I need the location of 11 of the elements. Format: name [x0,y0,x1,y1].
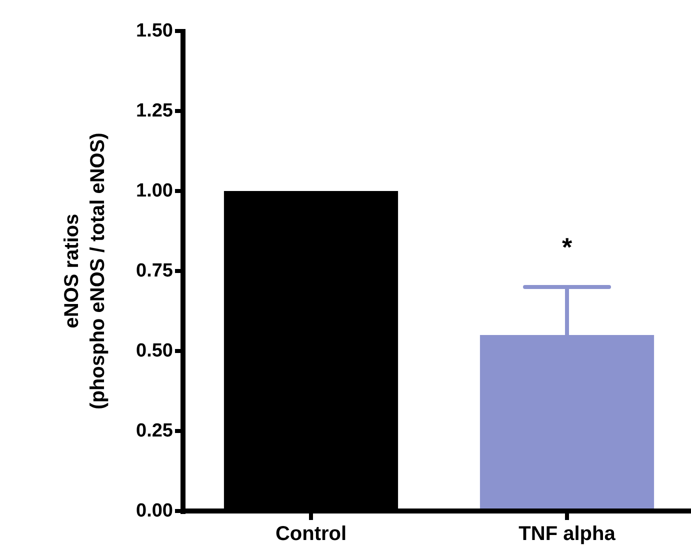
y-tick-label: 1.50 [136,20,173,42]
x-tick-label: TNF alpha [518,523,616,545]
y-tick-label: 0.75 [136,260,174,282]
y-tick-label: 0.50 [136,340,173,362]
y-tick-label: 1.00 [136,180,173,202]
annotation: * [562,232,573,262]
y-tick-label: 1.25 [136,100,174,122]
x-tick-label: Control [275,523,347,545]
y-axis-title: eNOS ratios (phospho eNOS / total eNOS) [61,132,109,410]
y-tick-label: 0.25 [136,420,174,442]
y-tick-label: 0.00 [136,500,173,522]
